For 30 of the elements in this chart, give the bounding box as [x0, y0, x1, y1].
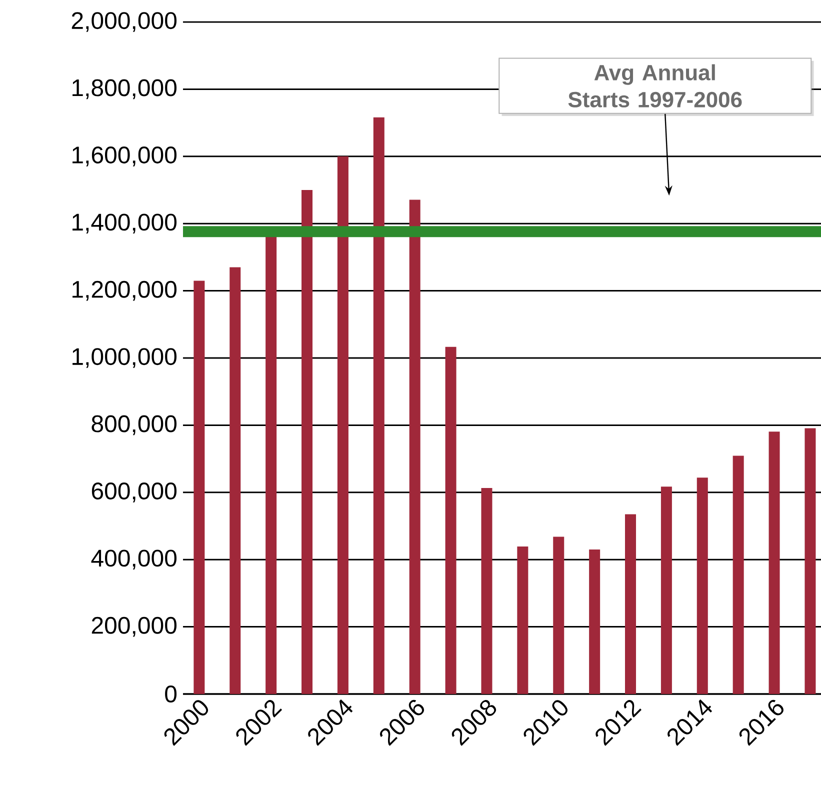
bar — [768, 432, 780, 694]
bar — [445, 346, 456, 694]
bar — [660, 486, 672, 694]
y-tick-label: 1,000,000 — [72, 348, 177, 368]
y-tick-label: 800,000 — [92, 415, 177, 436]
bar — [625, 514, 636, 694]
annotation: Avg Annual Starts 1997-2006 — [568, 64, 742, 108]
bar — [732, 456, 744, 694]
bar — [337, 156, 348, 694]
bar — [481, 488, 492, 694]
bar — [302, 190, 313, 694]
y-tick-label: 0 — [165, 686, 177, 702]
bar — [373, 117, 384, 694]
bar — [517, 546, 528, 694]
y-tick-label: 2,000,000 — [72, 12, 177, 32]
bar — [804, 428, 816, 694]
bar — [266, 237, 277, 694]
y-tick-label: 1,200,000 — [72, 280, 177, 301]
bar — [589, 550, 600, 694]
bar — [409, 200, 420, 694]
bar — [194, 280, 205, 694]
y-tick-label: 1,400,000 — [72, 214, 177, 234]
y-tick-label: 400,000 — [91, 550, 177, 570]
y-tick-label: 1,800,000 — [72, 79, 177, 100]
bar — [553, 536, 564, 694]
bar — [696, 478, 708, 694]
y-tick-label: 1,600,000 — [72, 146, 177, 166]
y-tick-label: 600,000 — [92, 482, 177, 502]
y-tick-label: 200,000 — [92, 616, 177, 637]
bar — [230, 267, 241, 694]
